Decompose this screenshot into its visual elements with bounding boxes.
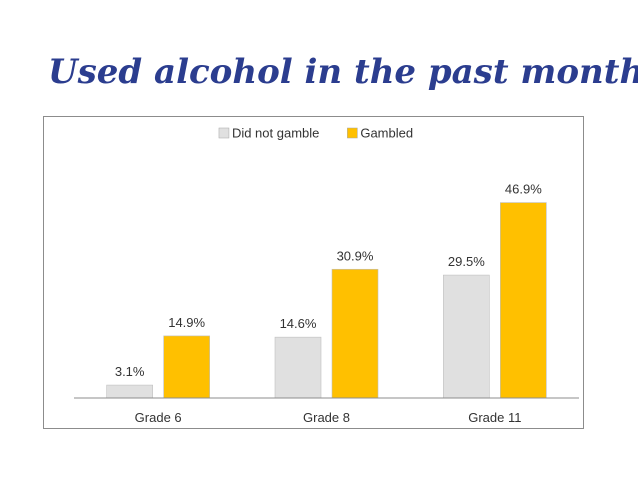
bar-0-0 (106, 384, 153, 399)
data-label-0-1: 14.9% (168, 315, 205, 330)
x-tick-label-0: Grade 6 (135, 410, 182, 425)
x-tick-label-1: Grade 8 (303, 410, 350, 425)
bar-1-1 (331, 268, 379, 399)
bar-chart: Did not gamble Gambled 3.1% 14.9% Grade 6 14.… (74, 126, 579, 425)
data-label-0-0: 3.1% (115, 364, 145, 379)
legend-swatch-1 (347, 127, 358, 139)
bar-0-1 (163, 335, 210, 399)
legend-swatch-0 (218, 127, 230, 139)
data-label-1-1: 30.9% (337, 248, 374, 263)
bar-1-0 (274, 336, 322, 399)
bar-2-0 (443, 274, 490, 399)
chart-area: Did not gamble Gambled 3.1% 14.9% Grade 6 14.… (43, 116, 584, 429)
data-label-1-0: 14.6% (280, 316, 317, 331)
legend-label-0: Did not gamble (232, 126, 319, 141)
legend-label-1: Gambled (360, 126, 413, 141)
data-label-2-0: 29.5% (448, 254, 485, 269)
slide-title: Used alcohol in the past month (48, 52, 638, 92)
bar-2-1 (500, 202, 547, 399)
data-label-2-1: 46.9% (505, 182, 542, 197)
x-tick-label-2: Grade 11 (468, 410, 521, 425)
